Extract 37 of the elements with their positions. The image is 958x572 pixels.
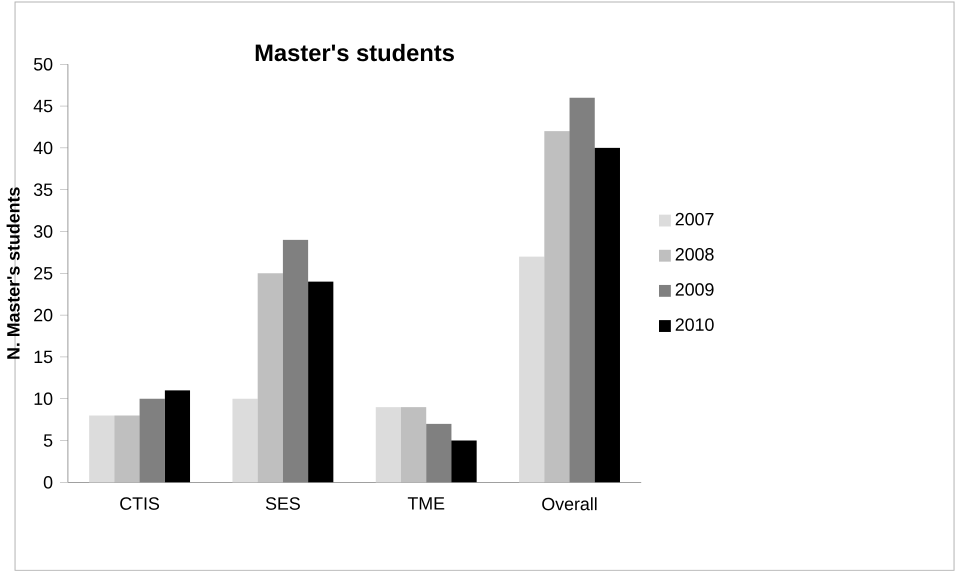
legend-label: 2008 <box>676 248 714 260</box>
bar <box>308 282 334 482</box>
y-tick-label: 45 <box>34 100 52 112</box>
bar <box>519 256 544 482</box>
bar <box>164 390 190 482</box>
y-tick-label: 0 <box>44 476 52 489</box>
legend-label: 2009 <box>676 283 714 296</box>
bar <box>570 98 595 482</box>
bar <box>140 398 165 482</box>
y-axis-title: N. Master's students <box>6 187 20 359</box>
y-tick-label: 10 <box>34 392 52 405</box>
x-tick-label: SES <box>266 497 300 510</box>
chart-title: Master's students <box>256 44 454 62</box>
y-tick-label: 25 <box>34 266 52 280</box>
bar <box>544 131 570 482</box>
bar <box>594 148 620 482</box>
bar <box>258 273 283 482</box>
y-tick-label: 20 <box>34 308 52 322</box>
bar <box>426 424 452 482</box>
bar <box>400 406 426 482</box>
bar <box>232 398 258 482</box>
bar <box>114 415 140 482</box>
bar <box>451 440 477 482</box>
y-tick-label: 30 <box>34 225 52 238</box>
bar <box>376 406 401 482</box>
y-tick-label: 50 <box>34 58 52 70</box>
x-tick-label: TME <box>408 497 444 510</box>
legend-label: 2010 <box>676 318 714 331</box>
y-tick-label: 40 <box>34 141 52 154</box>
bar <box>89 415 114 482</box>
x-tick-label: Overall <box>542 497 597 510</box>
y-tick-label: 35 <box>34 183 52 196</box>
legend-label: 2007 <box>676 212 714 226</box>
x-tick-label: CTIS <box>120 497 160 510</box>
bar <box>282 240 308 482</box>
y-tick-label: 5 <box>44 434 52 447</box>
y-tick-label: 15 <box>34 350 52 363</box>
